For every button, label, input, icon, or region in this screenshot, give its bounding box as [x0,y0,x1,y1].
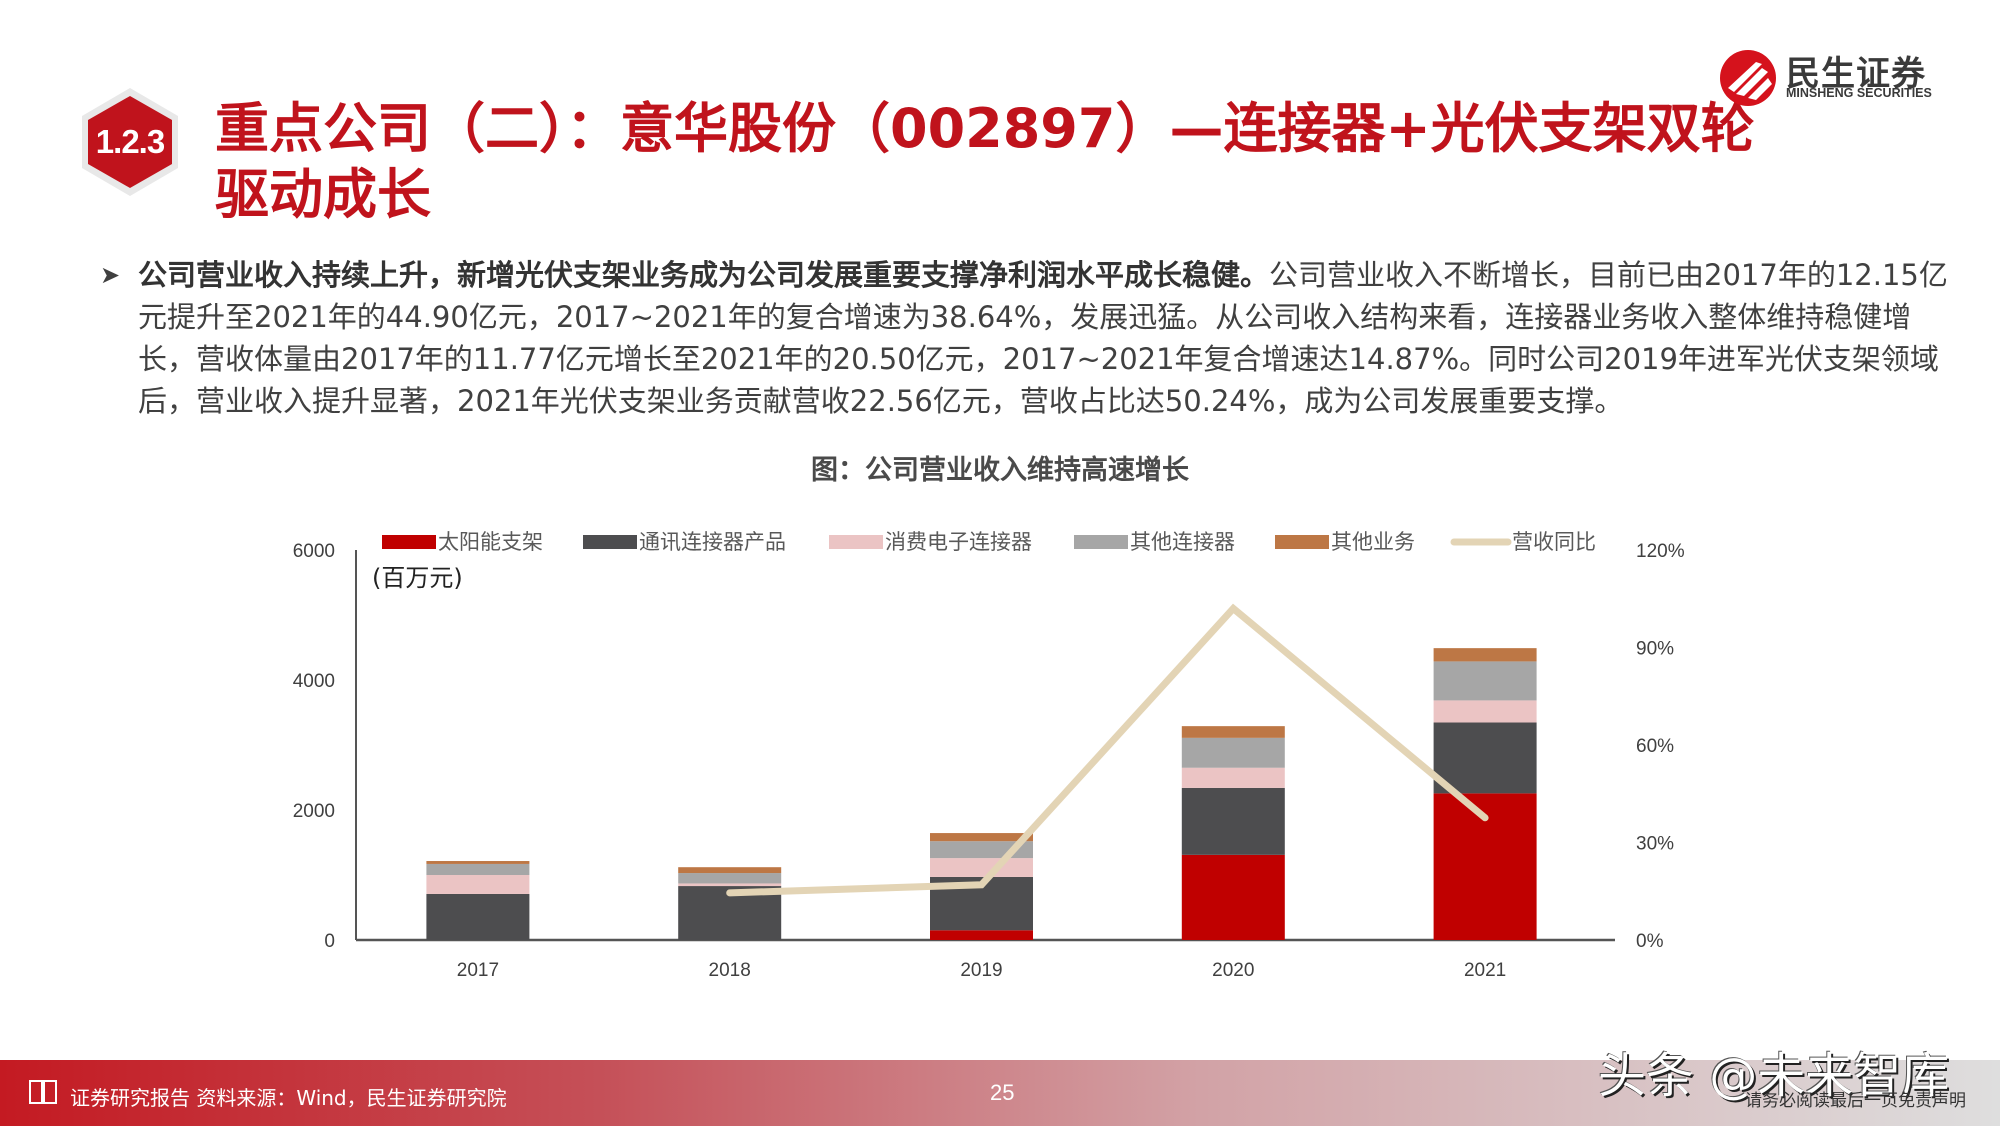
bar-segment [426,861,530,864]
yoy-growth-line [726,603,1489,897]
x-axis-tick: 2020 [1212,960,1254,981]
book-icon [29,1080,57,1104]
x-axis-tick: 2021 [1464,960,1506,981]
y-axis-tick: 2000 [293,801,335,822]
x-axis-tick: 2019 [960,960,1002,981]
bar-segment [930,858,1033,877]
summary-bullet: ➤ 公司营业收入持续上升，新增光伏支架业务成为公司发展重要支撑净利润水平成长稳健… [100,254,1960,422]
legend-swatch [1074,535,1128,549]
section-badge: 1.2.3 [72,84,188,200]
footer-source: 证券研究报告 资料来源：Wind，民生证券研究院 [70,1086,507,1110]
summary-paragraph: 公司营业收入持续上升，新增光伏支架业务成为公司发展重要支撑净利润水平成长稳健。公… [138,254,1960,422]
y2-axis-tick: 120% [1636,541,1685,562]
bar-segment [678,883,782,887]
legend-swatch [1275,535,1329,549]
chart-title: 图：公司营业收入维持高速增长 [811,455,1189,486]
y-axis-tick: 4000 [293,671,335,692]
y2-axis-tick: 0% [1636,931,1664,952]
logo-text-cn: 民生证券 [1786,54,1926,94]
bar-segment [1433,700,1537,723]
bar-segment [1181,767,1285,788]
bar-segment [426,893,530,940]
legend-label: 消费电子连接器 [885,530,1032,554]
hexagon-icon [82,88,178,196]
bar-segment [426,875,530,894]
legend-label: 其他连接器 [1130,530,1235,554]
y2-axis-tick: 60% [1636,736,1674,757]
x-axis-tick: 2018 [709,960,751,981]
bar-segment [1181,726,1285,738]
bar-segment [1181,737,1285,768]
bar-segment [1181,854,1285,940]
x-axis-tick: 2017 [457,960,499,981]
bullet-arrow-icon: ➤ [100,261,121,289]
unit-label: (百万元) [372,564,463,592]
y2-axis-tick: 90% [1636,639,1674,660]
bar-segment [1433,648,1537,662]
bar-segment [678,873,782,884]
y-axis-tick: 0 [324,931,335,952]
legend-label: 通讯连接器产品 [639,530,786,554]
watermark: 头条 @未来智库 [1598,1048,1950,1104]
disclaimer-text: 请务必阅读最后一页免责声明 [1745,1091,1966,1111]
company-logo: 民生证券 MINSHENG SECURITIES [1718,46,1948,106]
y-axis-tick: 6000 [293,541,335,562]
footer-bar: 证券研究报告 资料来源：Wind，民生证券研究院 25 [0,1060,2000,1126]
revenue-chart: 0 2000 4000 6000 0% 30% 60% 90% 120% (百万元) 2017 201… [293,530,1685,981]
bar-segment [930,930,1033,940]
legend-label: 其他业务 [1331,530,1415,554]
legend-swatch [583,535,637,549]
page-title: 重点公司（二）：意华股份（002897）—连接器+光伏支架双轮驱动成长 [215,97,1755,226]
bar-segment [678,867,782,874]
legend-label: 营收同比 [1512,530,1596,554]
bar-segment [1433,722,1537,794]
summary-headline: 公司营业收入持续上升，新增光伏支架业务成为公司发展重要支撑净利润水平成长稳健。 [138,258,1270,292]
summary-text: 公司营业收入不断增长，目前已由2017年的12.15亿元提升至2021年的44.… [138,258,1948,418]
bar-segment [1433,661,1537,701]
legend-swatch [829,535,883,549]
page-number: 25 [990,1080,1015,1105]
bar-segment [930,833,1033,842]
bar-segment [426,863,530,875]
logo-text-en: MINSHENG SECURITIES [1786,86,1932,100]
bar-segment [1181,787,1285,855]
y2-axis-tick: 30% [1636,834,1674,855]
section-number: 1.2.3 [95,123,165,160]
legend-swatch [382,535,436,549]
minsheng-logo-icon [1720,50,1776,106]
legend-label: 太阳能支架 [438,530,543,554]
